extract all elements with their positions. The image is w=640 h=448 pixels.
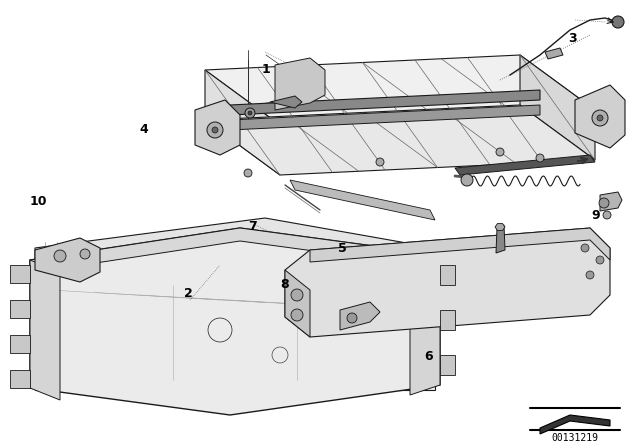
Polygon shape	[290, 180, 435, 220]
Polygon shape	[310, 228, 610, 262]
Text: 9: 9	[591, 208, 600, 222]
Text: 7: 7	[248, 220, 257, 233]
Polygon shape	[285, 270, 310, 337]
Polygon shape	[195, 100, 240, 155]
Circle shape	[597, 115, 603, 121]
Text: 3: 3	[568, 31, 577, 45]
Text: 10: 10	[29, 195, 47, 208]
Polygon shape	[35, 238, 100, 282]
Circle shape	[581, 244, 589, 252]
Polygon shape	[410, 255, 440, 395]
Polygon shape	[205, 105, 595, 175]
Polygon shape	[455, 155, 595, 175]
Polygon shape	[440, 310, 455, 330]
Polygon shape	[30, 228, 440, 273]
Polygon shape	[205, 70, 280, 175]
Text: 00131219: 00131219	[552, 433, 598, 443]
Text: 4: 4	[140, 123, 148, 137]
Circle shape	[603, 211, 611, 219]
Circle shape	[599, 198, 609, 208]
Polygon shape	[495, 224, 505, 230]
Polygon shape	[440, 265, 455, 285]
Text: 1: 1	[261, 63, 270, 76]
Circle shape	[291, 309, 303, 321]
Polygon shape	[230, 105, 540, 130]
Circle shape	[291, 289, 303, 301]
Circle shape	[596, 256, 604, 264]
Polygon shape	[230, 90, 540, 115]
Circle shape	[245, 108, 255, 118]
Polygon shape	[205, 55, 595, 125]
Text: 2: 2	[184, 287, 193, 300]
Circle shape	[612, 16, 624, 28]
Circle shape	[347, 313, 357, 323]
Polygon shape	[10, 265, 30, 283]
Circle shape	[592, 110, 608, 126]
Circle shape	[54, 250, 66, 262]
Polygon shape	[440, 355, 455, 375]
Circle shape	[586, 271, 594, 279]
Polygon shape	[10, 370, 30, 388]
Circle shape	[248, 111, 252, 115]
Polygon shape	[545, 48, 563, 59]
Text: 5: 5	[338, 242, 347, 255]
Polygon shape	[35, 268, 435, 390]
Circle shape	[244, 169, 252, 177]
Polygon shape	[600, 192, 622, 211]
Text: 8: 8	[280, 278, 289, 291]
Circle shape	[207, 122, 223, 138]
Polygon shape	[540, 415, 610, 434]
Polygon shape	[520, 55, 595, 160]
Polygon shape	[30, 260, 60, 400]
Polygon shape	[285, 228, 610, 337]
Circle shape	[461, 174, 473, 186]
Polygon shape	[575, 85, 625, 148]
Polygon shape	[35, 218, 435, 268]
Circle shape	[212, 127, 218, 133]
Polygon shape	[270, 96, 302, 108]
Polygon shape	[10, 335, 30, 353]
Polygon shape	[30, 228, 440, 415]
Polygon shape	[496, 225, 505, 253]
Circle shape	[80, 249, 90, 259]
Polygon shape	[275, 58, 325, 110]
Polygon shape	[10, 300, 30, 318]
Text: 6: 6	[424, 349, 433, 363]
Circle shape	[536, 154, 544, 162]
Circle shape	[376, 158, 384, 166]
Circle shape	[496, 148, 504, 156]
Polygon shape	[340, 302, 380, 330]
